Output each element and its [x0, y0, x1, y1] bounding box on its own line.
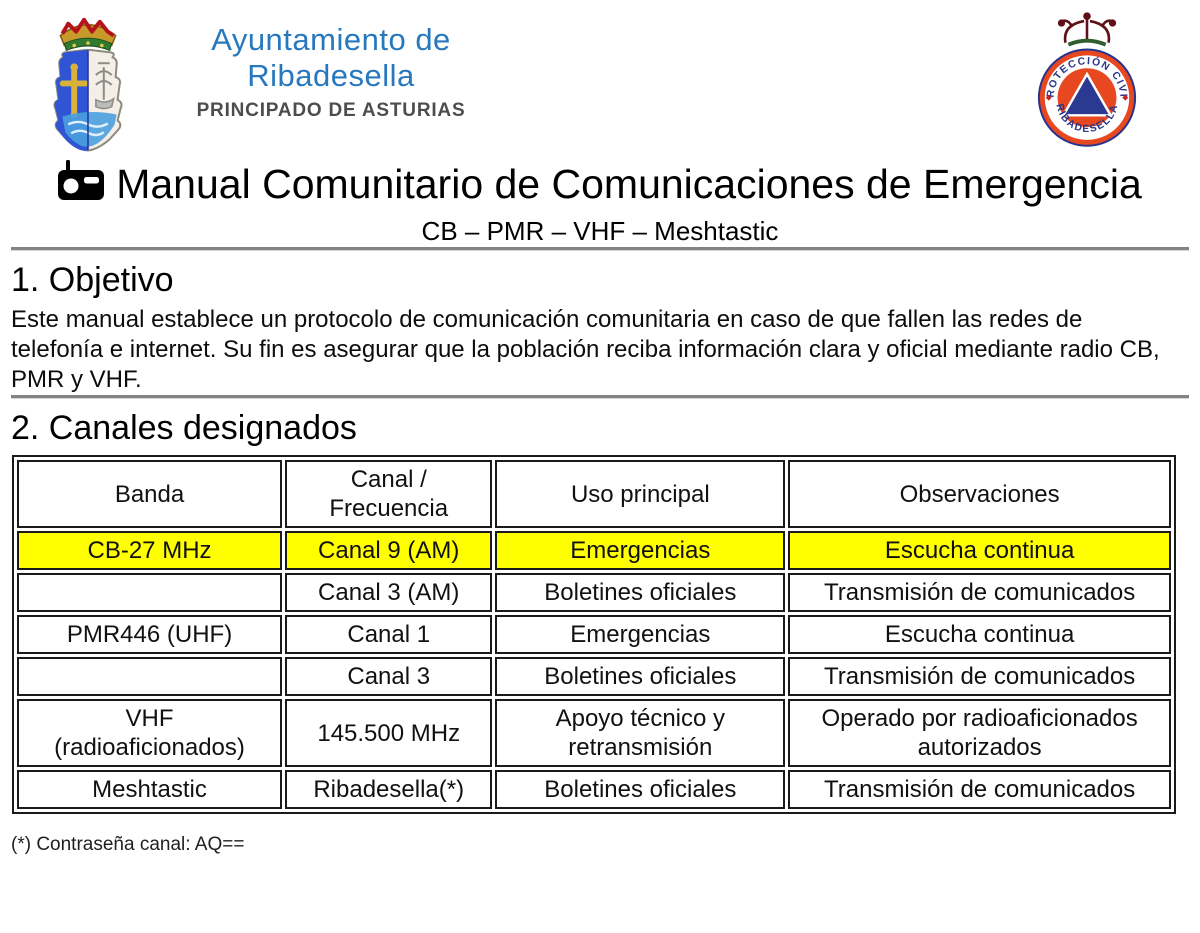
civil-protection-triangle-icon [1061, 71, 1113, 117]
cell-uso: Boletines oficiales [495, 657, 786, 696]
cell-uso: Apoyo técnico y retransmisión [495, 699, 786, 767]
org-name-line1: Ayuntamiento de [211, 22, 451, 57]
radio-icon [58, 160, 105, 202]
shield-icon [53, 48, 123, 152]
ribadesella-coat-of-arms-logo [53, 17, 123, 152]
column-header-observaciones: Observaciones [788, 460, 1171, 528]
org-name-line2: Ribadesella [247, 58, 415, 93]
org-text-block: Ayuntamiento de Ribadesella PRINCIPADO D… [161, 22, 501, 122]
cell-observaciones: Escucha continua [788, 531, 1171, 570]
table-header-row: Banda Canal / Frecuencia Uso principal O… [17, 460, 1171, 528]
table-row: VHF (radioaficionados) 145.500 MHz Apoyo… [17, 699, 1171, 767]
proteccion-civil-badge-logo: PROTECCIÓN CIVIL RIBADESELLA [1033, 6, 1137, 147]
cell-observaciones: Transmisión de comunicados [788, 657, 1171, 696]
column-header-banda: Banda [17, 460, 283, 528]
section-1-body: Este manual establece un protocolo de co… [11, 306, 1160, 393]
cell-canal: Canal 3 [285, 657, 493, 696]
cell-uso: Boletines oficiales [495, 573, 786, 612]
cell-banda: CB-27 MHz [17, 531, 283, 570]
channel-password-footnote: (*) Contraseña canal: AQ== [11, 834, 245, 855]
ship-icon [95, 62, 115, 110]
table-row: CB-27 MHz Canal 9 (AM) Emergencias Escuc… [17, 531, 1171, 570]
section-1-heading: 1. Objetivo [11, 261, 174, 299]
cell-observaciones: Transmisión de comunicados [788, 770, 1171, 809]
cell-observaciones: Escucha continua [788, 615, 1171, 654]
column-header-uso-principal: Uso principal [495, 460, 786, 528]
table-row: Canal 3 (AM) Boletines oficiales Transmi… [17, 573, 1171, 612]
document-header: Ayuntamiento de Ribadesella PRINCIPADO D… [11, 0, 1189, 156]
section-divider [11, 247, 1189, 251]
badge-crown-icon [1057, 12, 1117, 47]
cell-canal: Canal 1 [285, 615, 493, 654]
cell-banda: PMR446 (UHF) [17, 615, 283, 654]
section-2-heading: 2. Canales designados [11, 409, 357, 447]
cell-observaciones: Operado por radioaficionados autorizados [788, 699, 1171, 767]
cell-uso: Emergencias [495, 615, 786, 654]
page-subtitle: CB – PMR – VHF – Meshtastic [421, 216, 779, 246]
cell-uso: Emergencias [495, 531, 786, 570]
cell-observaciones: Transmisión de comunicados [788, 573, 1171, 612]
table-row: PMR446 (UHF) Canal 1 Emergencias Escucha… [17, 615, 1171, 654]
table-row: Canal 3 Boletines oficiales Transmisión … [17, 657, 1171, 696]
cell-canal: Canal 3 (AM) [285, 573, 493, 612]
cell-banda [17, 573, 283, 612]
cell-uso: Boletines oficiales [495, 770, 786, 809]
cell-canal: 145.500 MHz [285, 699, 493, 767]
channels-table: Banda Canal / Frecuencia Uso principal O… [12, 455, 1176, 814]
page-title-text: Manual Comunitario de Comunicaciones de … [116, 161, 1142, 207]
cell-banda: VHF (radioaficionados) [17, 699, 283, 767]
cell-banda: Meshtastic [17, 770, 283, 809]
column-header-canal-frecuencia: Canal / Frecuencia [285, 460, 493, 528]
org-subtitle: PRINCIPADO DE ASTURIAS [196, 100, 466, 121]
cell-canal: Ribadesella(*) [285, 770, 493, 809]
table-row: Meshtastic Ribadesella(*) Boletines ofic… [17, 770, 1171, 809]
cell-canal: Canal 9 (AM) [285, 531, 493, 570]
page-title: Manual Comunitario de Comunicaciones de … [50, 158, 1150, 211]
section-divider [11, 395, 1189, 399]
crown-icon [59, 17, 117, 52]
cell-banda [17, 657, 283, 696]
